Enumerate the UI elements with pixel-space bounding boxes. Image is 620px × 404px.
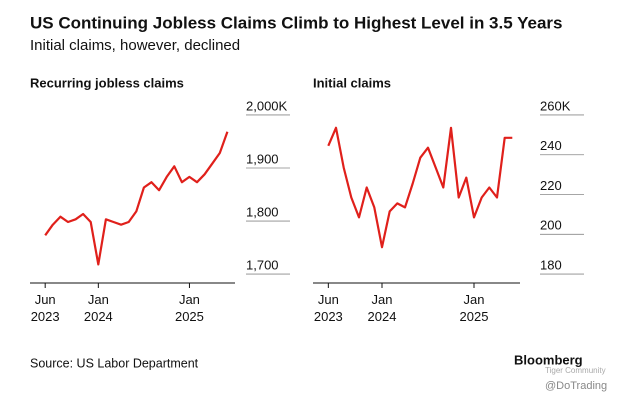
x-tick-label: Jan 2024 [367,292,397,324]
y-tick-label: 2,000K [246,98,288,113]
title: US Continuing Jobless Claims Climb to Hi… [30,13,563,32]
line [327,126,513,249]
handle: @DoTrading [545,380,607,392]
chart-title: Initial claims [313,75,391,90]
chart-title: Recurring jobless claims [30,75,184,90]
x-tick-label: Jan 2025 [459,292,489,324]
subtitle: Initial claims, however, declined [30,37,240,54]
x-tick-label: Jun 2023 [30,292,60,324]
y-tick-label: 1,800 [246,204,279,219]
brand: Bloomberg [514,352,583,367]
y-tick-label: 1,900 [246,151,279,166]
y-tick-label: 240 [540,138,562,153]
x-tick-label: Jun 2023 [313,292,343,324]
y-tick-label: 1,700 [246,258,279,273]
x-tick-label: Jan 2025 [174,292,204,324]
y-tick-label: 180 [540,258,562,273]
source: Source: US Labor Department [30,356,199,370]
line [44,131,229,266]
y-tick-label: 220 [540,178,562,193]
watermark: Tiger Community [545,366,606,375]
y-tick-label: 260K [540,98,571,113]
x-tick-label: Jan 2024 [83,292,113,324]
y-tick-label: 200 [540,218,562,233]
